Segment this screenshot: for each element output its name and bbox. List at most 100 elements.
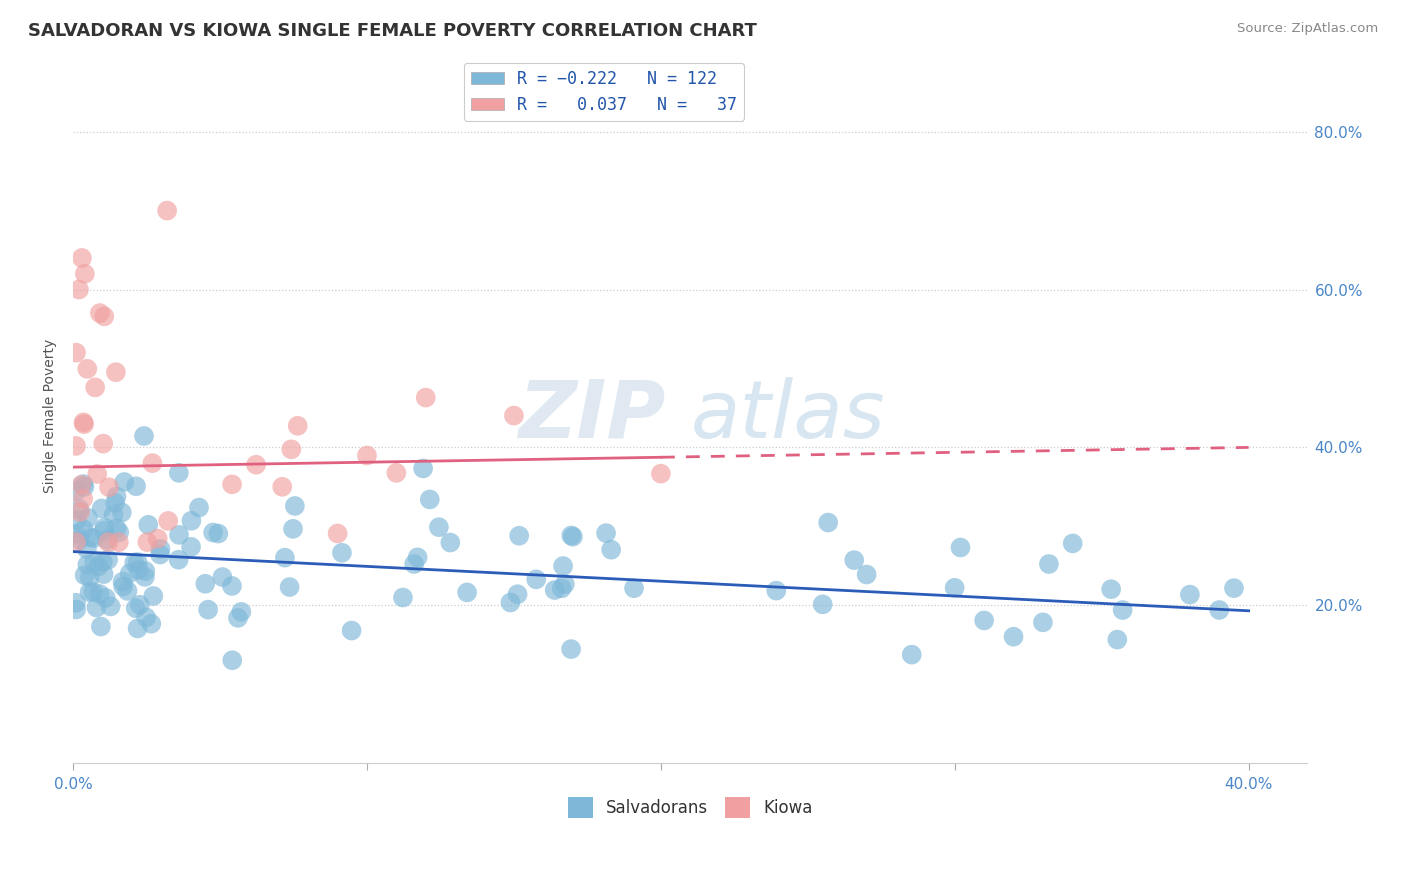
Text: SALVADORAN VS KIOWA SINGLE FEMALE POVERTY CORRELATION CHART: SALVADORAN VS KIOWA SINGLE FEMALE POVERT… [28,22,756,40]
Point [73,417,96,431]
Point [136,517,159,532]
Point [72,415,94,429]
Point [127,563,149,577]
Point [96,533,118,547]
Point [125,601,148,615]
Text: Source: ZipAtlas.com: Source: ZipAtlas.com [1237,22,1378,36]
Point [412,461,434,475]
Y-axis label: Single Female Poverty: Single Female Poverty [44,339,58,493]
Point [69,505,91,519]
Point [104,496,127,510]
Point [404,557,426,571]
Text: atlas: atlas [690,376,884,455]
Point [415,391,437,405]
Point [1107,632,1129,647]
Point [141,616,163,631]
Point [93,520,115,534]
Point [84,380,107,394]
Point [103,508,125,522]
Point [156,203,179,218]
Point [89,306,111,320]
Point [72,477,94,491]
Point [73,480,96,494]
Point [67,283,90,297]
Point [167,528,190,542]
Point [231,605,253,619]
Point [188,500,211,515]
Point [127,555,149,569]
Point [65,439,87,453]
Point [180,540,202,554]
Point [280,442,302,457]
Point [356,449,378,463]
Point [221,477,243,491]
Point [70,478,93,492]
Point [93,567,115,582]
Point [765,583,787,598]
Point [1178,588,1201,602]
Point [506,587,529,601]
Point [141,456,163,470]
Point [82,584,104,599]
Point [1111,603,1133,617]
Point [108,535,131,549]
Point [65,535,87,549]
Point [111,574,134,589]
Point [111,505,134,519]
Point [65,484,87,499]
Point [72,491,94,506]
Point [128,598,150,612]
Point [1099,582,1122,597]
Point [456,585,478,599]
Point [76,558,98,572]
Point [142,589,165,603]
Point [221,579,243,593]
Point [226,611,249,625]
Point [392,591,415,605]
Point [73,523,96,537]
Point [65,513,87,527]
Point [284,499,307,513]
Point [157,514,180,528]
Point [134,564,156,578]
Point [112,475,135,489]
Point [73,568,96,582]
Point [91,555,114,569]
Point [844,553,866,567]
Point [544,582,567,597]
Point [600,542,623,557]
Point [560,642,582,657]
Point [406,550,429,565]
Point [77,511,100,525]
Point [167,552,190,566]
Point [811,598,834,612]
Point [135,610,157,624]
Point [949,541,972,555]
Point [112,579,135,593]
Point [943,581,966,595]
Point [197,602,219,616]
Point [427,520,450,534]
Point [87,559,110,574]
Point [623,581,645,595]
Point [499,595,522,609]
Point [83,531,105,545]
Point [1062,536,1084,550]
Point [439,535,461,549]
Point [105,521,128,535]
Point [550,582,572,596]
Point [105,490,128,504]
Point [503,409,526,423]
Point [221,653,243,667]
Point [136,535,159,549]
Point [118,566,141,581]
Point [245,458,267,472]
Point [100,599,122,614]
Point [98,480,121,494]
Point [554,577,576,591]
Point [97,552,120,566]
Point [1223,581,1246,595]
Point [650,467,672,481]
Point [70,251,93,265]
Point [1032,615,1054,630]
